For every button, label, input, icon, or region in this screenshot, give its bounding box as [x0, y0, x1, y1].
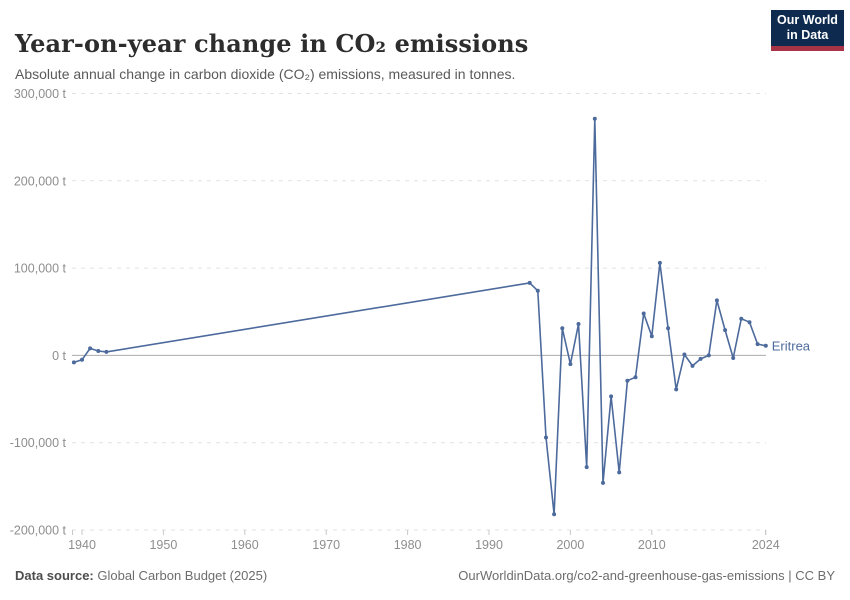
x-axis-label: 2024	[752, 538, 780, 552]
x-axis-label: 1940	[68, 538, 96, 552]
data-point[interactable]	[601, 480, 605, 485]
data-point[interactable]	[755, 342, 760, 347]
data-point[interactable]	[609, 394, 614, 399]
data-point[interactable]	[527, 280, 532, 285]
x-axis-label: 2000	[556, 538, 584, 552]
data-point[interactable]	[625, 378, 630, 383]
y-axis-label: 100,000 t	[14, 262, 67, 276]
data-point[interactable]	[657, 260, 662, 265]
data-point[interactable]	[617, 470, 622, 475]
data-point[interactable]	[71, 360, 76, 365]
data-point[interactable]	[592, 116, 597, 121]
data-source-value: Global Carbon Budget (2025)	[93, 568, 268, 583]
data-source-note: Data source: Global Carbon Budget (2025)	[15, 568, 267, 583]
data-point[interactable]	[666, 326, 671, 331]
data-point[interactable]	[690, 363, 695, 368]
data-point[interactable]	[568, 362, 573, 367]
data-source-label: Data source:	[15, 568, 94, 583]
data-point[interactable]	[723, 328, 728, 333]
page-title: Year-on-year change in CO₂ emissions	[15, 29, 529, 59]
data-point[interactable]	[674, 387, 679, 392]
y-axis-label: 0 t	[52, 349, 66, 363]
data-point[interactable]	[560, 326, 565, 331]
credit-link[interactable]: OurWorldinData.org/co2-and-greenhouse-ga…	[458, 568, 835, 583]
y-axis-label: 200,000 t	[14, 174, 67, 188]
data-point[interactable]	[88, 346, 93, 351]
y-axis-label: -100,000 t	[10, 436, 67, 450]
y-axis-label: -200,000 t	[10, 524, 67, 538]
entity-label[interactable]: Eritrea	[772, 338, 811, 353]
data-point[interactable]	[649, 334, 654, 339]
data-point[interactable]	[80, 357, 84, 362]
data-point[interactable]	[706, 353, 711, 358]
data-point[interactable]	[584, 465, 589, 470]
data-point[interactable]	[698, 356, 703, 361]
data-point[interactable]	[747, 320, 752, 325]
data-point[interactable]	[763, 343, 768, 348]
data-point[interactable]	[714, 298, 719, 303]
data-point[interactable]	[535, 288, 540, 293]
x-axis-label: 1950	[149, 538, 177, 552]
data-point[interactable]	[641, 311, 646, 316]
data-point[interactable]	[96, 349, 101, 353]
data-point[interactable]	[552, 512, 557, 517]
page-subtitle: Absolute annual change in carbon dioxide…	[15, 66, 516, 82]
owid-logo-line2: in Data	[786, 28, 829, 42]
data-point[interactable]	[731, 356, 736, 360]
x-axis-label: 1960	[231, 538, 259, 552]
data-point[interactable]	[682, 352, 687, 357]
owid-logo[interactable]: Our World in Data	[771, 10, 844, 51]
data-point[interactable]	[576, 322, 581, 326]
data-point[interactable]	[739, 316, 744, 321]
data-point[interactable]	[104, 349, 109, 354]
data-line[interactable]	[73, 118, 767, 516]
owid-logo-line1: Our World	[777, 13, 838, 27]
x-axis-label: 1990	[475, 538, 503, 552]
x-axis-label: 1970	[312, 538, 340, 552]
x-axis-label: 2010	[638, 538, 666, 552]
data-point[interactable]	[544, 435, 548, 440]
x-axis-label: 1980	[394, 538, 422, 552]
data-point[interactable]	[633, 375, 638, 380]
y-axis-label: 300,000 t	[14, 87, 67, 101]
